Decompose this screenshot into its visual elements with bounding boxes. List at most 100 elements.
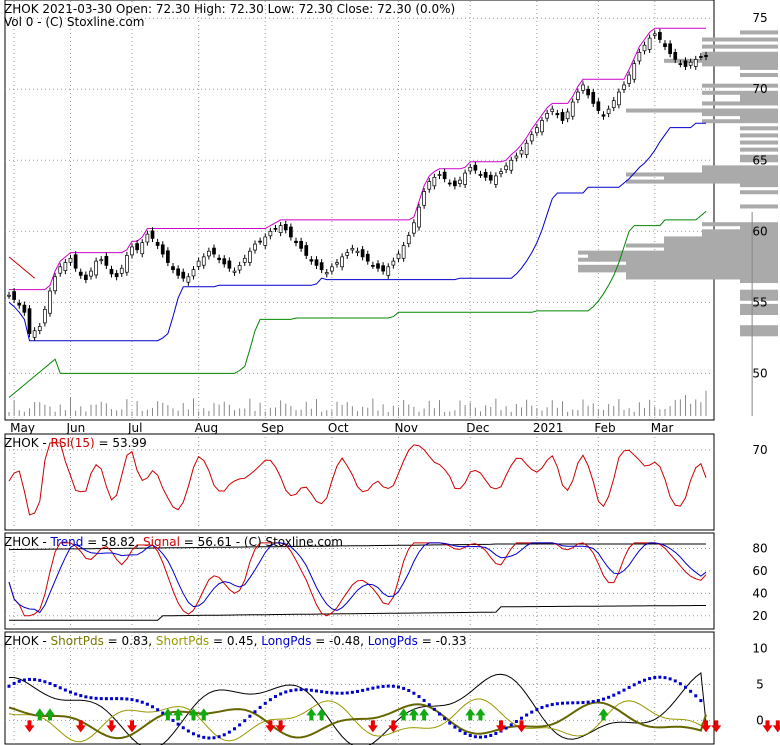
longpds-blue-point	[684, 685, 687, 689]
volume-profile-bar	[702, 165, 778, 170]
longpds-blue-point	[381, 684, 385, 688]
longpds-blue-point	[663, 676, 667, 680]
longpds-blue-point	[130, 698, 134, 702]
candle-body	[365, 253, 370, 262]
trend-ytick-label: 60	[752, 564, 767, 578]
periods-label-short2: ShortPds	[156, 634, 209, 648]
volume-profile-bar	[740, 204, 778, 209]
candle-body	[119, 267, 124, 274]
volume-profile-bar	[740, 325, 778, 330]
longpds-blue-point	[509, 723, 513, 727]
longpds-blue-point	[258, 705, 262, 709]
volume-profile-bar	[740, 140, 778, 145]
candle-body	[652, 33, 657, 36]
price-panel-frame	[4, 0, 715, 421]
candle-body	[73, 254, 78, 269]
longpds-blue-point	[53, 684, 57, 688]
candle-body	[565, 111, 570, 120]
volume-profile-bar	[740, 65, 778, 70]
candle-body	[704, 55, 708, 57]
candle-body	[412, 222, 416, 234]
signal-arrows	[24, 708, 780, 733]
candle-body	[570, 101, 575, 117]
rsi-series	[8, 442, 707, 516]
volume-profile-bar	[740, 328, 778, 333]
candle-body	[427, 181, 432, 190]
month-tick-label: Aug	[195, 421, 218, 435]
buy-arrow	[306, 708, 317, 721]
longpds-blue-point	[535, 708, 539, 712]
candle-body	[125, 255, 129, 273]
longpds-blue-point	[304, 688, 308, 692]
candle-body	[104, 255, 109, 266]
longpds-blue-point	[586, 700, 590, 704]
longpds-blue-point	[689, 689, 693, 693]
longpds-blue-point	[145, 702, 149, 706]
longpds-blue-point	[315, 689, 318, 693]
longpds-blue-point	[479, 735, 482, 739]
trend-label-signal: Signal	[143, 535, 180, 549]
longpds-black-line	[9, 672, 707, 745]
trend-lower-envelope	[9, 605, 706, 621]
price-ytick-label: 65	[752, 153, 767, 167]
shortpds-2-line	[8, 698, 707, 743]
candle-body	[478, 174, 483, 176]
longpds-blue-point	[391, 684, 395, 688]
longpds-blue-point	[632, 683, 636, 687]
candle-body	[58, 266, 63, 274]
longpds-blue-point	[33, 678, 37, 682]
candle-body	[596, 101, 601, 111]
month-tick-label: Nov	[395, 421, 418, 435]
candle-body	[237, 265, 242, 271]
lower-band-blue-line	[8, 122, 706, 342]
candle-body	[319, 262, 324, 271]
longpds-blue-point	[520, 716, 523, 720]
longpds-blue-point	[294, 688, 298, 692]
longpds-blue-point	[514, 720, 518, 724]
candle-body	[248, 250, 252, 263]
candle-body	[376, 263, 380, 269]
month-tick-label: Mar	[651, 421, 674, 435]
longpds-blue-point	[622, 688, 626, 692]
longpds-blue-point	[453, 725, 457, 729]
longpds-blue-point	[432, 707, 436, 711]
candle-body	[68, 257, 73, 263]
volume-profile-bar	[740, 307, 778, 312]
rsi-label: ZHOK - RSI(15) = 53.99	[4, 436, 147, 450]
longpds-blue-point	[325, 690, 329, 694]
volume-profile-bar	[702, 44, 778, 49]
volume-profile	[578, 30, 778, 337]
trend-ytick-label: 40	[752, 586, 767, 600]
longpds-blue-point	[151, 705, 154, 709]
trend-upper-envelope	[8, 543, 706, 551]
trend-label-trend: Trend	[50, 535, 84, 549]
volume-profile-bar	[740, 190, 778, 195]
volume-profile-bar	[702, 83, 778, 88]
volume-profile-bar	[702, 119, 778, 124]
longpds-blue-point	[602, 697, 605, 701]
periods-label-short2-value: = 0.45,	[209, 634, 261, 648]
volume-profile-bar	[740, 311, 778, 315]
longpds-blue-point	[591, 699, 595, 703]
volume-profile-bar	[740, 289, 778, 294]
volume-profile-bar	[626, 108, 778, 113]
candle-body	[299, 240, 303, 249]
candle-body	[130, 246, 134, 256]
red-start-line	[8, 256, 35, 279]
periods-ytick-label: 10	[752, 641, 767, 655]
longpds-blue-point	[227, 730, 231, 734]
longpds-blue-point	[345, 691, 349, 695]
candle-body	[524, 142, 529, 155]
longpds-blue-point	[427, 703, 431, 707]
longpds-blue-point	[289, 689, 293, 693]
volume-profile-bar	[740, 332, 778, 337]
buy-arrow	[198, 708, 209, 721]
longpds-blue-point	[38, 678, 42, 682]
rsi-panel-frame	[4, 433, 715, 531]
candle-body	[345, 252, 350, 256]
volume-profile-bar	[626, 179, 778, 184]
trend-label-suffix: - (C) Stoxline.com	[232, 535, 343, 549]
sell-arrow	[772, 720, 780, 733]
upper-band-line	[9, 27, 706, 291]
longpds-blue-point	[627, 685, 631, 689]
